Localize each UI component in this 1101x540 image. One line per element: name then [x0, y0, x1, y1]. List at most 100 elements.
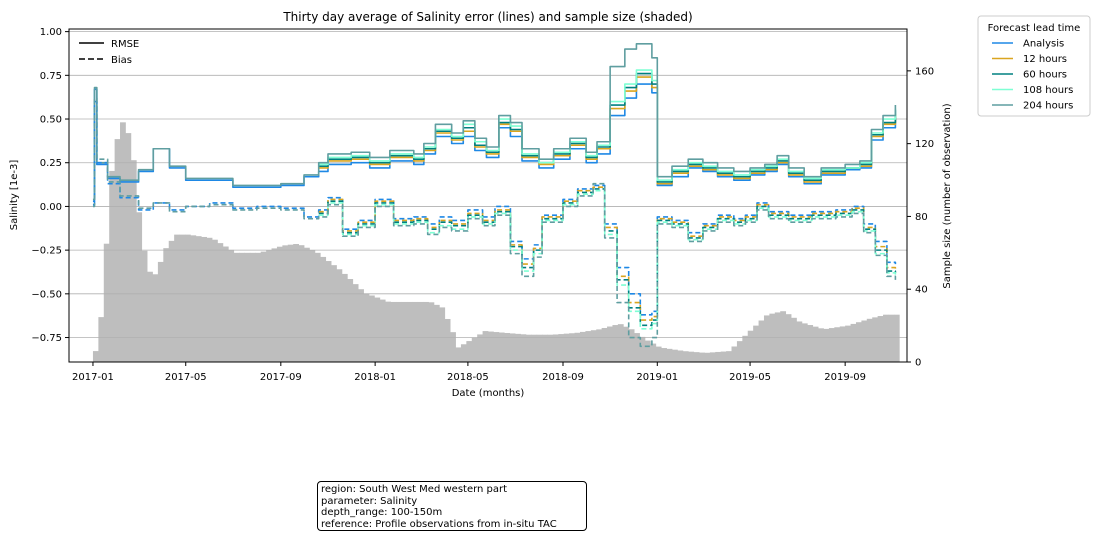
sample-size-bar	[314, 252, 321, 362]
info-parameter: parameter: Salinity	[321, 495, 418, 507]
sample-size-bar	[699, 352, 705, 362]
sample-size-bar	[347, 279, 354, 362]
sample-size-bar	[92, 351, 99, 362]
sample-size-bar	[601, 327, 608, 362]
sample-size-bar	[206, 237, 213, 362]
sample-size-bar	[293, 244, 299, 362]
sample-size-bar	[352, 284, 359, 362]
sample-size-bar	[823, 328, 830, 362]
sample-size-bar	[152, 274, 159, 362]
sample-size-bar	[109, 170, 116, 362]
sample-size-bar	[195, 236, 202, 362]
sample-size-bar	[396, 301, 402, 362]
sample-size-bar	[682, 351, 689, 362]
sample-size-bar	[287, 244, 294, 362]
sample-size-bar	[531, 334, 538, 362]
sample-size-bar	[715, 351, 722, 362]
sample-size-bar	[358, 289, 364, 362]
sample-size-bar	[590, 330, 597, 362]
analysis-rmse-line	[92, 83, 897, 202]
sample-size-bar	[634, 333, 640, 362]
x-tick-label: 2017-09	[260, 372, 302, 383]
sample-size-bar	[628, 329, 635, 362]
y2-axis-ticks: 160 120 80 40 0	[907, 66, 934, 369]
sample-size-bar	[509, 333, 516, 362]
sample-size-bar	[726, 351, 732, 362]
sample-size-bar	[163, 248, 170, 362]
sample-size-bar	[688, 351, 695, 362]
sample-size-bar	[677, 350, 684, 362]
sample-size-bar	[785, 314, 792, 362]
sample-size-bar	[607, 326, 613, 362]
sample-size-bar	[542, 334, 548, 362]
sample-size-bar	[228, 249, 235, 362]
sample-size-bar	[471, 337, 478, 362]
sample-size-bar	[693, 352, 700, 362]
sample-size-bar	[552, 334, 559, 362]
sample-size-bar	[504, 333, 511, 362]
sample-size-bar	[412, 301, 419, 362]
sample-size-bar	[828, 328, 835, 362]
x-tick-label: 2017-01	[72, 372, 114, 383]
sample-size-bar	[233, 252, 240, 362]
sample-size-bar	[883, 314, 889, 362]
sample-size-bars	[92, 122, 900, 362]
sample-size-bar	[331, 265, 337, 362]
series-legend-title: Forecast lead time	[988, 23, 1081, 34]
sample-size-bar	[309, 250, 316, 362]
x-tick-label: 2019-05	[729, 372, 771, 383]
sample-size-bar	[731, 346, 738, 362]
sample-size-bar	[655, 346, 662, 362]
sample-size-bar	[888, 314, 895, 362]
sample-size-bar	[780, 311, 787, 362]
sample-size-bar	[569, 333, 575, 362]
info-depth-range: depth_range: 100-150m	[321, 507, 443, 518]
x-tick-label: 2018-09	[542, 372, 584, 383]
sample-size-bar	[850, 323, 857, 362]
sample-size-bar	[709, 352, 716, 362]
sample-size-bar	[390, 301, 397, 362]
sample-size-bar	[791, 317, 797, 362]
sample-size-bar	[563, 333, 570, 362]
204-hours-rmse-line	[92, 43, 897, 201]
sample-size-bar	[558, 334, 565, 362]
metadata-info-box: region: South West Med western part para…	[317, 481, 587, 531]
sample-size-bar	[428, 302, 435, 362]
sample-size-bar	[861, 320, 868, 362]
legend-label: 108 hours	[1023, 85, 1073, 96]
108-hours-bias-line	[318, 189, 897, 330]
sample-size-bar	[747, 330, 754, 362]
sample-size-bar	[98, 317, 105, 362]
sample-size-bar	[282, 245, 289, 362]
y-tick-label: −0.50	[31, 289, 62, 300]
sample-size-bar	[753, 325, 759, 362]
y2-tick-label: 160	[915, 66, 934, 77]
sample-size-bar	[157, 261, 164, 362]
sample-size-bar	[260, 251, 267, 362]
sample-size-bar	[179, 234, 186, 362]
sample-size-bar	[720, 351, 727, 362]
sample-size-bar	[433, 304, 440, 362]
y2-tick-label: 40	[915, 285, 928, 296]
sample-size-bar	[515, 333, 521, 362]
sample-size-bar	[336, 269, 343, 362]
sample-size-bar	[244, 252, 251, 362]
series-legend: Forecast lead time Analysis 12 hours 60 ho…	[977, 15, 1091, 117]
legend-label: Analysis	[1023, 39, 1064, 50]
sample-size-bar	[639, 336, 646, 362]
sample-size-bar	[661, 348, 667, 362]
sample-size-bar	[644, 340, 651, 362]
chart-title: Thirty day average of Salinity error (li…	[282, 10, 692, 24]
sample-size-bar	[114, 139, 121, 362]
60-hours-rmse-line	[318, 72, 897, 183]
sample-size-bar	[877, 316, 884, 362]
sample-size-bar	[466, 341, 473, 362]
y-tick-label: 0.75	[40, 71, 62, 82]
sample-size-bar	[704, 352, 711, 362]
sample-size-bar	[141, 250, 148, 362]
sample-size-bar	[320, 256, 327, 362]
sample-size-bar	[298, 245, 305, 362]
y-tick-label: −0.25	[31, 246, 62, 257]
error-lines	[92, 43, 897, 348]
